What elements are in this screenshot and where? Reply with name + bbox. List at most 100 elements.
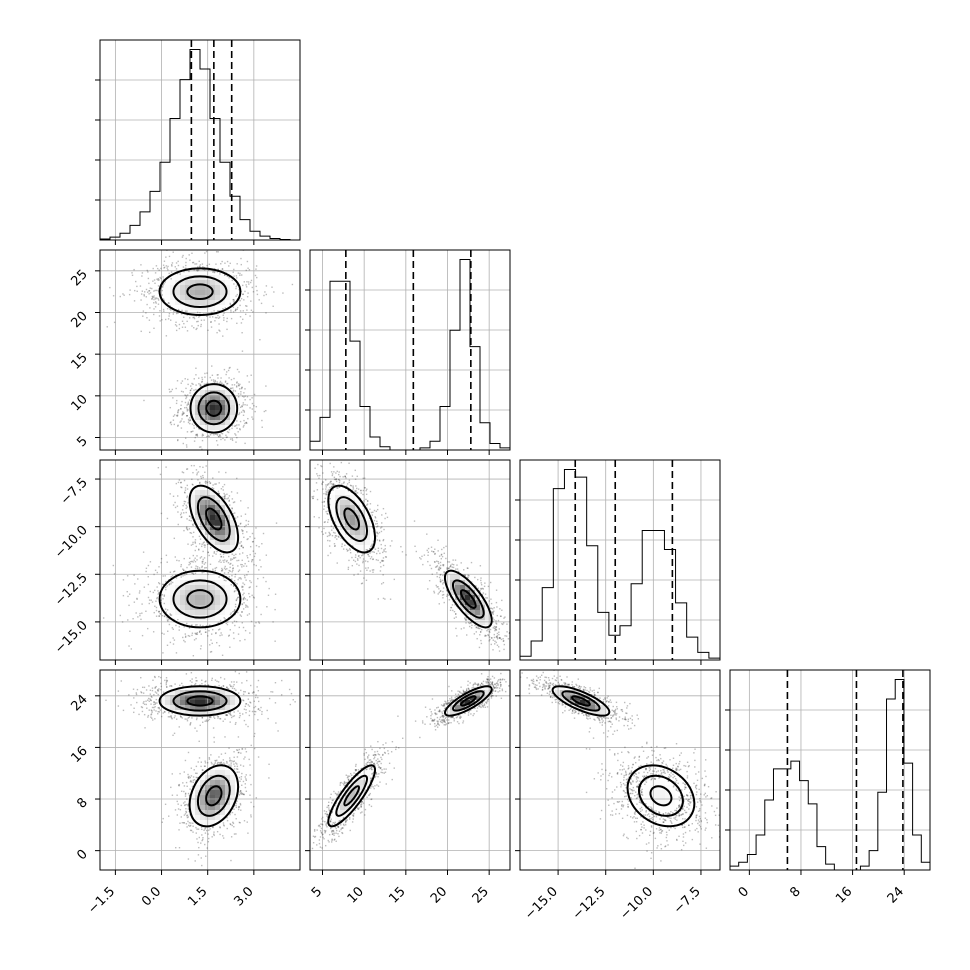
scatter-point [231, 574, 233, 577]
scatter-point [364, 487, 366, 489]
scatter-point [372, 527, 374, 529]
scatter-point [379, 760, 381, 763]
scatter-point [162, 284, 164, 286]
scatter-point [239, 614, 242, 616]
scatter-point [230, 558, 232, 560]
scatter-point [441, 719, 443, 722]
scatter-point [325, 488, 327, 490]
density-cell [670, 795, 676, 801]
density-cell [355, 535, 361, 541]
scatter-point [191, 572, 193, 574]
scatter-point [437, 569, 440, 571]
scatter-point [650, 761, 652, 763]
scatter-point [321, 481, 324, 483]
scatter-point [292, 699, 294, 701]
scatter-point [234, 309, 237, 311]
scatter-point [676, 769, 678, 771]
scatter-point [245, 606, 247, 608]
scatter-point [436, 586, 438, 588]
scatter-point [645, 774, 648, 777]
scatter-point [184, 641, 186, 643]
scatter-point [236, 559, 238, 562]
scatter-point [453, 610, 456, 613]
scatter-point [246, 260, 249, 263]
scatter-point [238, 626, 241, 629]
scatter-point [247, 725, 249, 728]
scatter-point [328, 809, 330, 811]
density-cell [330, 510, 336, 516]
density-cell [215, 710, 221, 716]
density-cell [165, 695, 171, 701]
density-cell [655, 800, 661, 806]
scatter-point [222, 837, 225, 839]
scatter-point [664, 818, 666, 821]
scatter-point [351, 475, 354, 477]
scatter-point [346, 819, 348, 821]
density-cell [195, 390, 201, 396]
scatter-point [481, 703, 483, 705]
scatter-point [495, 628, 497, 631]
density-cell [215, 545, 221, 551]
scatter-point [343, 783, 345, 786]
density-cell [200, 420, 206, 426]
scatter-point [623, 768, 625, 770]
scatter-point [635, 786, 638, 788]
scatter-point [628, 800, 630, 802]
scatter-point [180, 512, 183, 514]
scatter-point [238, 412, 241, 414]
scatter-point [697, 831, 699, 833]
scatter-point [654, 778, 656, 780]
scatter-point [343, 780, 346, 783]
scatter-point [230, 510, 233, 512]
scatter-point [141, 290, 144, 292]
scatter-point [700, 793, 702, 795]
scatter-point [381, 514, 383, 516]
scatter-point [326, 806, 328, 809]
density-cell [195, 805, 201, 811]
scatter-point [254, 552, 257, 555]
density-cell [200, 270, 206, 276]
scatter-point [442, 587, 445, 589]
scatter-point [249, 398, 251, 401]
scatter-point [354, 478, 357, 480]
scatter-point [373, 757, 375, 760]
scatter-point [645, 809, 648, 812]
scatter-point [469, 621, 472, 624]
scatter-point [199, 482, 201, 484]
scatter-point [180, 804, 182, 807]
scatter-point [218, 482, 220, 484]
scatter-point [141, 612, 143, 614]
density-cell [200, 300, 206, 306]
scatter-point [172, 419, 175, 421]
scatter-point [198, 427, 200, 430]
density-cell [220, 410, 226, 416]
scatter-point [444, 721, 446, 723]
scatter-point [226, 275, 229, 278]
scatter-point [221, 433, 224, 435]
scatter-point [254, 713, 256, 716]
scatter-point [467, 712, 470, 714]
scatter-point [473, 713, 475, 715]
scatter-point [187, 824, 190, 827]
density-cell [225, 785, 231, 791]
scatter-point [351, 545, 354, 547]
scatter-point [391, 778, 393, 781]
scatter-point [261, 419, 263, 422]
scatter-point [361, 554, 363, 557]
scatter-point [175, 577, 178, 579]
scatter-point [113, 321, 116, 324]
scatter-point [311, 847, 314, 850]
scatter-point [332, 829, 335, 832]
scatter-point [204, 480, 207, 482]
scatter-point [450, 721, 452, 724]
scatter-point [324, 497, 326, 500]
scatter-point [243, 592, 245, 594]
scatter-point [194, 727, 196, 729]
scatter-point [329, 796, 332, 799]
scatter-point [183, 557, 185, 560]
scatter-point [419, 736, 421, 739]
scatter-point [129, 289, 131, 291]
scatter-point [427, 547, 430, 550]
scatter-point [233, 760, 235, 762]
scatter-point [492, 621, 494, 623]
